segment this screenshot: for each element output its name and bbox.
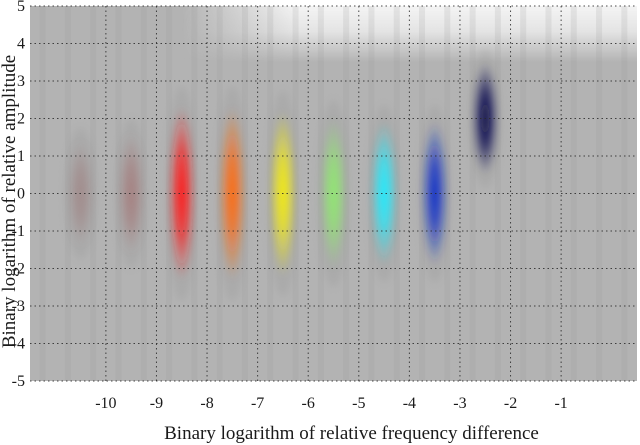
texture-stripe (596, 6, 603, 381)
y-tick-label: 2 (17, 111, 25, 128)
color-blob (371, 122, 397, 265)
y-tick-label: 1 (17, 148, 25, 165)
color-blob (220, 107, 245, 280)
y-tick-label: -1 (12, 223, 25, 240)
y-tick-label: -4 (12, 336, 25, 353)
texture-stripe (39, 6, 46, 381)
y-tick-label: 3 (17, 73, 25, 90)
color-blob (119, 133, 144, 254)
y-axis-title: Binary logarithm of relative amplitude (0, 55, 20, 348)
color-blob (422, 122, 447, 265)
texture-stripe (570, 6, 577, 381)
x-tick-label: -7 (251, 395, 264, 412)
texture-stripe (520, 6, 527, 381)
x-tick-label: -6 (302, 395, 315, 412)
y-tick-label: 4 (17, 36, 25, 53)
texture-stripe (494, 6, 501, 381)
x-tick-label: -8 (200, 395, 213, 412)
y-tick-label: -2 (12, 261, 25, 278)
texture-stripe (469, 6, 476, 381)
x-tick-label: -5 (352, 395, 365, 412)
y-tick-label: -5 (12, 373, 25, 390)
x-tick-label: -3 (453, 395, 466, 412)
x-tick-label: -10 (95, 395, 116, 412)
y-tick-label: -3 (12, 298, 25, 315)
x-tick-label: -4 (403, 395, 416, 412)
x-tick-label: -9 (150, 395, 163, 412)
y-tick-label: 0 (17, 186, 25, 203)
x-tick-label: -2 (504, 395, 517, 412)
x-tick-label: -1 (554, 395, 567, 412)
x-axis-title: Binary logarithm of relative frequency d… (164, 423, 539, 444)
y-tick-label: 5 (17, 0, 25, 15)
color-blob (169, 107, 194, 280)
